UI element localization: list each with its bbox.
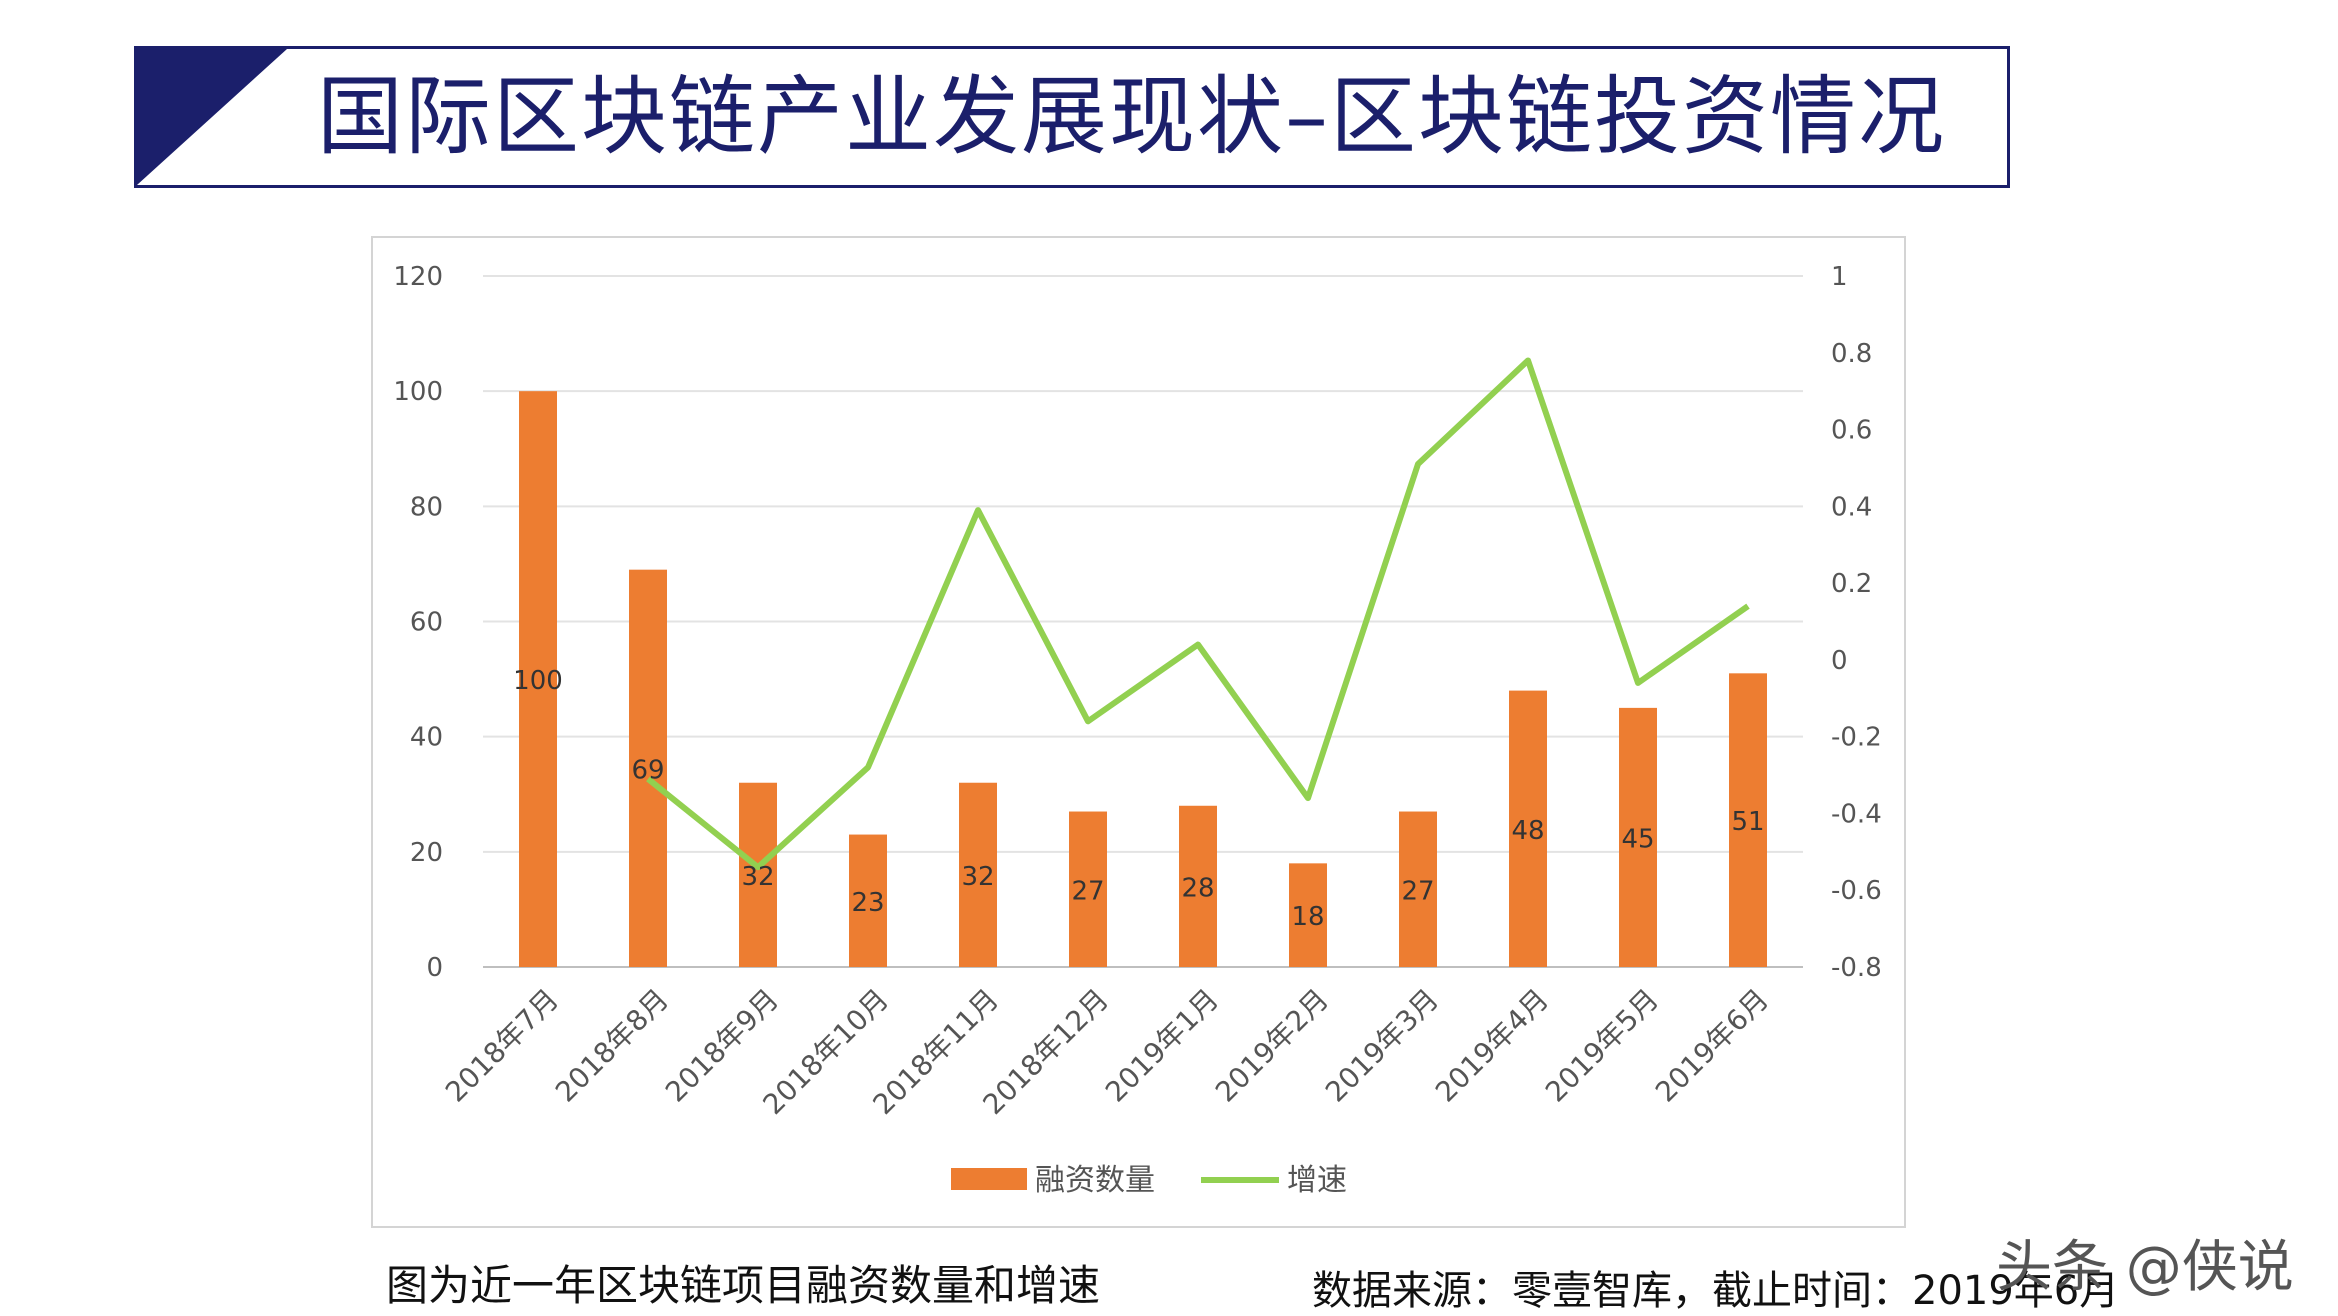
bar (1399, 811, 1437, 967)
bar-data-label: 69 (631, 755, 664, 785)
right-axis-tick: -0.6 (1831, 876, 1882, 906)
bar (1729, 673, 1767, 967)
bar (1289, 863, 1327, 967)
title-corner-triangle (137, 49, 287, 185)
right-axis-tick: -0.4 (1831, 799, 1882, 829)
bar-data-label: 18 (1291, 902, 1324, 932)
x-axis-tick: 2019年4月 (1429, 983, 1555, 1109)
bar-data-label: 32 (741, 862, 774, 892)
left-axis-tick: 40 (410, 723, 443, 753)
bar (1619, 707, 1657, 967)
title-banner: 国际区块链产业发展现状–区块链投资情况 (134, 46, 2010, 188)
bar (1509, 690, 1547, 967)
bar (959, 782, 997, 967)
right-axis-tick: -0.8 (1831, 953, 1882, 983)
bar (519, 391, 557, 967)
data-source-caption: 数据来源：零壹智库，截止时间：2019年6月 (1312, 1268, 2120, 1314)
chart-caption: 图为近一年区块链项目融资数量和增速 (386, 1261, 1101, 1310)
bar (1179, 805, 1217, 967)
growth-line (646, 357, 1750, 871)
x-axis-tick: 2018年8月 (549, 983, 675, 1109)
legend-label-bar: 融资数量 (1035, 1163, 1155, 1198)
bar (849, 834, 887, 967)
bar-data-label: 32 (961, 862, 994, 892)
bar (739, 782, 777, 967)
x-axis-tick: 2018年7月 (439, 983, 565, 1109)
x-axis-tick: 2019年1月 (1099, 983, 1225, 1109)
right-axis-tick: 0.8 (1831, 339, 1872, 369)
legend-swatch-bar (951, 1168, 1027, 1190)
bar-data-label: 23 (851, 888, 884, 918)
legend-label-line: 增速 (1287, 1163, 1347, 1198)
bar-data-label: 45 (1621, 824, 1654, 854)
left-axis-tick: 20 (410, 838, 443, 868)
right-axis-tick: 0.6 (1831, 416, 1872, 446)
page-title: 国际区块链产业发展现状–区块链投资情况 (317, 67, 1946, 167)
chart-frame: 0 20 40 60 80 100 120 -0.8 -0.6 -0.4 -0.2 0 0.2 0.4 0.… (371, 236, 1906, 1228)
right-axis-tick: -0.2 (1831, 723, 1882, 753)
x-axis-tick: 2019年2月 (1209, 983, 1335, 1109)
bar (629, 569, 667, 967)
right-axis-tick: 0 (1831, 646, 1848, 676)
right-axis-tick: 0.4 (1831, 492, 1872, 522)
bar-data-label: 100 (513, 666, 563, 696)
x-axis-tick: 2019年3月 (1319, 983, 1445, 1109)
left-axis-tick: 120 (393, 262, 443, 292)
bar-data-label: 51 (1731, 807, 1764, 837)
chart-svg: 0 20 40 60 80 100 120 -0.8 -0.6 -0.4 -0.2 0 0.2 0.4 0.… (393, 262, 1882, 1198)
bar-data-label: 27 (1071, 876, 1104, 906)
left-axis-tick: 80 (410, 492, 443, 522)
bar-data-label: 27 (1401, 876, 1434, 906)
bar-data-label: 28 (1181, 873, 1214, 903)
left-axis-tick: 60 (410, 608, 443, 638)
x-axis-tick: 2019年5月 (1539, 983, 1665, 1109)
bar-data-label: 48 (1511, 816, 1544, 846)
left-axis-tick: 100 (393, 377, 443, 407)
x-axis-tick: 2019年6月 (1649, 983, 1775, 1109)
credit-watermark: 头条 @侠说 (1996, 1235, 2294, 1300)
bar (1069, 811, 1107, 967)
right-axis-tick: 0.2 (1831, 569, 1872, 599)
right-axis-tick: 1 (1831, 262, 1848, 292)
left-axis-tick: 0 (426, 953, 443, 983)
